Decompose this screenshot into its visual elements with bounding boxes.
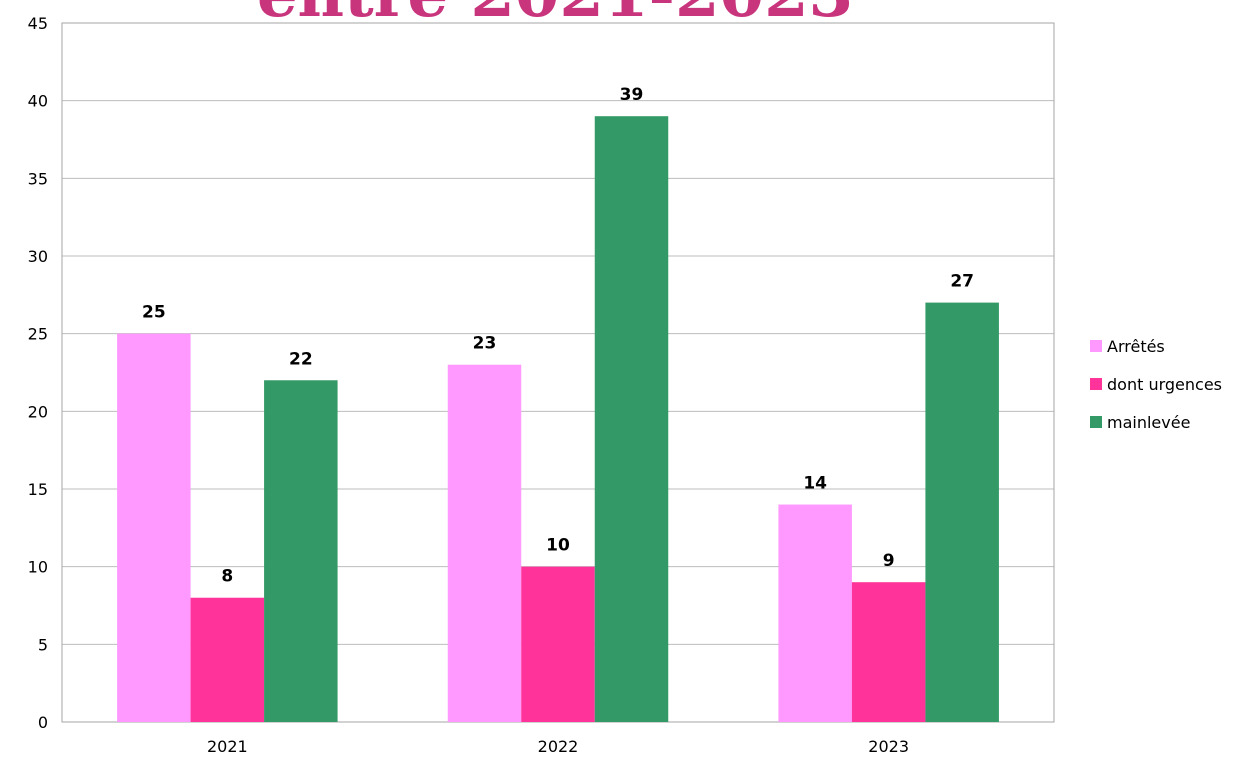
y-tick-label: 25: [28, 325, 48, 344]
y-tick-label: 45: [28, 14, 48, 33]
y-tick-label: 5: [38, 635, 48, 654]
legend-label: mainlevée: [1107, 413, 1190, 432]
x-tick-label: 2021: [207, 737, 248, 756]
y-tick-label: 0: [38, 713, 48, 732]
value-label: 10: [546, 536, 570, 556]
bar: [851, 582, 926, 722]
legend-label: dont urgences: [1107, 375, 1222, 394]
bar: [117, 333, 191, 722]
value-label: 14: [803, 474, 827, 494]
value-label: 25: [142, 303, 166, 323]
y-tick-label: 20: [28, 402, 48, 421]
legend-swatch: [1090, 416, 1102, 428]
x-tick-label: 2022: [538, 737, 579, 756]
y-tick-label: 30: [28, 247, 48, 266]
y-tick-label: 35: [28, 169, 48, 188]
legend-swatch: [1090, 378, 1102, 390]
bar: [594, 116, 669, 722]
value-label: 27: [950, 272, 974, 292]
value-label: 9: [883, 551, 895, 571]
value-label: 23: [473, 334, 497, 354]
y-tick-label: 15: [28, 480, 48, 499]
chart-title: entre 2021-2023: [257, 0, 853, 32]
value-label: 39: [620, 85, 644, 105]
value-label: 8: [221, 567, 233, 587]
bar: [264, 380, 338, 722]
y-tick-label: 10: [28, 558, 48, 577]
bar: [925, 302, 999, 722]
legend-label: Arrêtés: [1107, 337, 1165, 356]
y-tick-label: 40: [28, 92, 48, 111]
bar: [190, 597, 265, 722]
x-tick-label: 2023: [868, 737, 909, 756]
value-label: 22: [289, 349, 313, 369]
bar: [447, 364, 522, 722]
bar: [521, 566, 595, 722]
legend-swatch: [1090, 340, 1102, 352]
bar: [778, 504, 852, 722]
